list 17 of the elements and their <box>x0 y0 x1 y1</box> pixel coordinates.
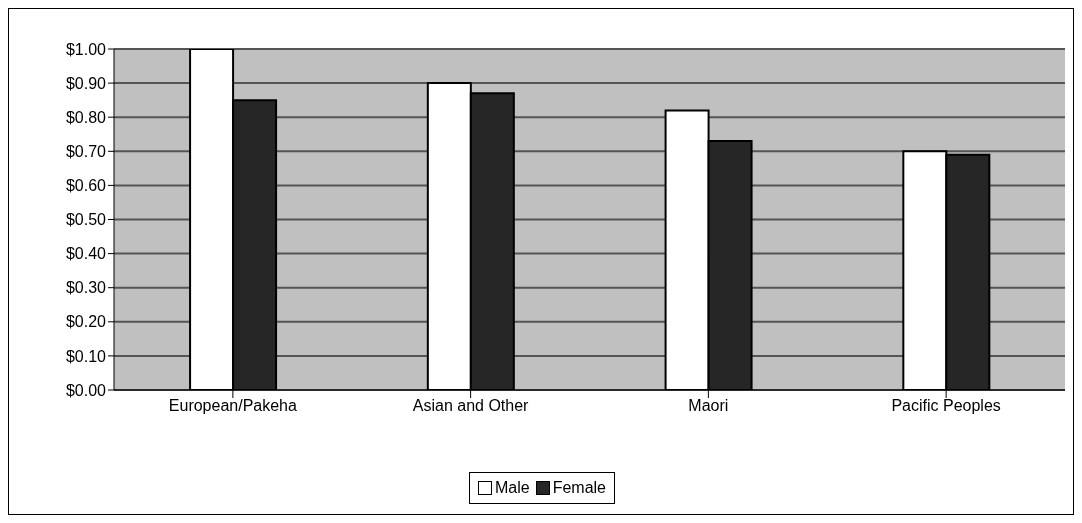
y-tick-label: $0.90 <box>65 74 107 92</box>
y-tick-label: $1.00 <box>65 40 107 58</box>
y-tick-label: $0.10 <box>65 347 107 365</box>
x-tick-label: Asian and Other <box>412 397 530 415</box>
legend-label: Female <box>551 479 607 497</box>
y-tick-label: $0.40 <box>65 245 107 263</box>
x-tick-label: Pacific Peoples <box>891 397 1001 415</box>
y-tick-label: $0.50 <box>65 211 107 229</box>
y-tick-label: $0.70 <box>65 142 107 160</box>
y-tick-label: $0.30 <box>65 279 107 297</box>
y-tick-label: $0.60 <box>65 177 107 195</box>
x-tick-label: European/Pakeha <box>168 397 298 415</box>
x-tick-label: Maori <box>688 397 729 415</box>
y-tick-label: $0.20 <box>65 313 107 331</box>
legend-label: Male <box>493 479 530 497</box>
y-tick-label: $0.00 <box>65 381 107 399</box>
y-tick-label: $0.80 <box>65 108 107 126</box>
